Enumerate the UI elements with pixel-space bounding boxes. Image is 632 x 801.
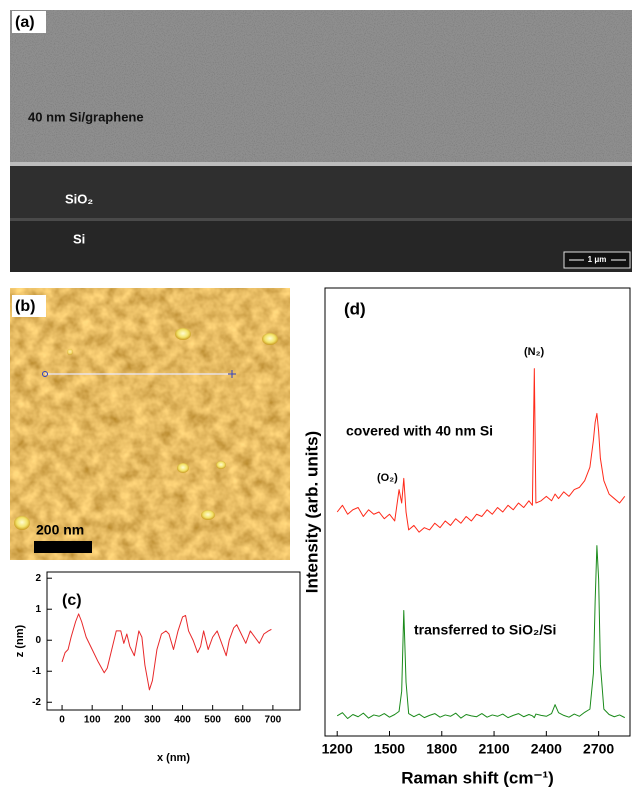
afm-particle [67, 349, 73, 355]
panel-a: (a) 40 nm Si/graphene SiO₂ Si 1 μm [10, 10, 632, 272]
data-line [336, 545, 625, 720]
x-tick-label: 1800 [426, 741, 457, 757]
sem-oxide [10, 166, 632, 218]
x-tick-label: 0 [59, 715, 65, 726]
y-tick-label: -2 [32, 697, 41, 708]
x-tick-label: 1200 [322, 741, 353, 757]
oxide-label: SiO₂ [65, 191, 93, 206]
plot-frame [46, 571, 301, 711]
afm-particle [175, 328, 191, 340]
x-tick-label: 1500 [374, 741, 405, 757]
panel-b: 200 nm (b) [10, 288, 290, 560]
x-tick-label: 600 [234, 715, 251, 726]
scale-bar [34, 541, 92, 553]
annotation: transferred to SiO₂/Si [414, 622, 556, 638]
panel-label: (b) [15, 298, 35, 315]
sem-texture [10, 10, 632, 164]
panel-label: (a) [15, 14, 35, 31]
x-tick-label: 2100 [478, 741, 509, 757]
annotation: (O₂) [377, 472, 398, 484]
profile-marker [42, 371, 48, 377]
y-tick-label: 2 [35, 573, 41, 584]
afm-particle [216, 461, 226, 469]
x-axis-label: x (nm) [157, 752, 190, 764]
substrate-label: Si [73, 231, 85, 246]
label-box [12, 295, 46, 317]
y-tick-label: 1 [35, 604, 41, 615]
sem-edge [10, 162, 632, 166]
x-tick-label: 100 [84, 715, 101, 726]
annotation: covered with 40 nm Si [346, 423, 493, 439]
y-axis-label: z (nm) [14, 624, 26, 657]
x-tick-label: 300 [144, 715, 161, 726]
panel-label: (d) [344, 299, 366, 318]
label-box [12, 11, 46, 33]
data-line [336, 368, 626, 533]
y-tick-label: -1 [32, 666, 41, 677]
scale-box [563, 251, 631, 269]
x-tick-label: 200 [114, 715, 131, 726]
y-tick-label: 0 [35, 635, 41, 646]
afm-particle [177, 463, 189, 473]
data-line [61, 613, 272, 691]
sem-interface [10, 218, 632, 221]
scale-label: 200 nm [36, 522, 84, 538]
layer-label: 40 nm Si/graphene [28, 109, 144, 124]
afm-particle [14, 516, 30, 530]
annotation: (N₂) [524, 346, 544, 358]
x-tick-label: 400 [174, 715, 191, 726]
x-tick-label: 2400 [531, 741, 562, 757]
y-axis-label: Intensity (arb. units) [302, 431, 321, 593]
afm-particle [201, 510, 215, 520]
x-axis-label: Raman shift (cm⁻¹) [401, 768, 554, 787]
x-tick-label: 700 [265, 715, 282, 726]
x-tick-label: 2700 [583, 741, 614, 757]
afm-particle [262, 333, 278, 345]
profile-marker [228, 370, 236, 378]
panel-label: (c) [62, 592, 82, 609]
x-tick-label: 500 [204, 715, 221, 726]
sem-substrate [10, 221, 632, 272]
afm-texture [10, 288, 290, 560]
scale-label: 1 μm [588, 255, 607, 264]
plot-frame [324, 287, 631, 737]
